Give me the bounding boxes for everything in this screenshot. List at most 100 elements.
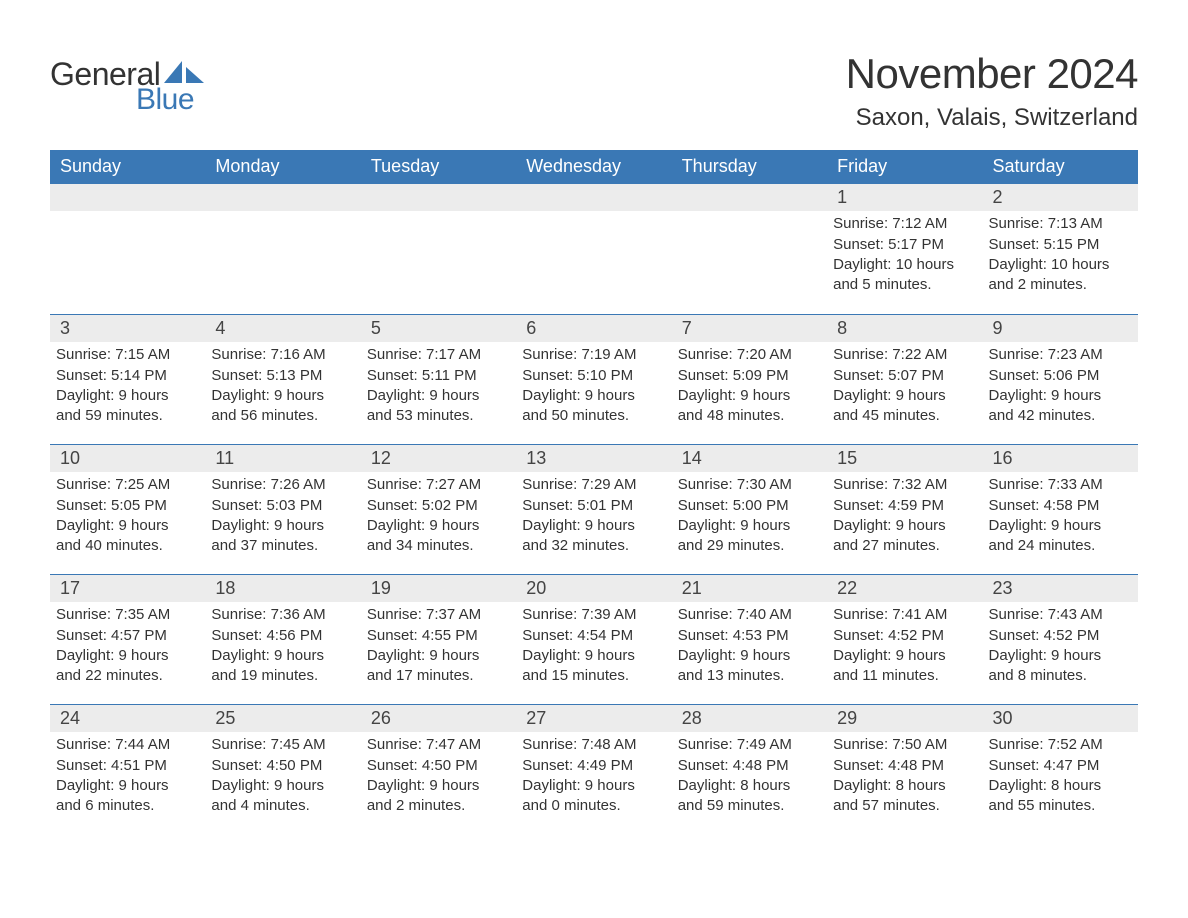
- day-dl2: and 6 minutes.: [56, 796, 199, 816]
- day-number: 23: [983, 575, 1138, 602]
- day-cell: 19Sunrise: 7:37 AMSunset: 4:55 PMDayligh…: [361, 575, 516, 704]
- day-cell: 15Sunrise: 7:32 AMSunset: 4:59 PMDayligh…: [827, 445, 982, 574]
- day-cell: 6Sunrise: 7:19 AMSunset: 5:10 PMDaylight…: [516, 315, 671, 444]
- day-cell: 27Sunrise: 7:48 AMSunset: 4:49 PMDayligh…: [516, 705, 671, 834]
- day-dl1: Daylight: 9 hours: [522, 386, 665, 406]
- day-dl1: Daylight: 9 hours: [833, 386, 976, 406]
- day-dl2: and 59 minutes.: [56, 406, 199, 426]
- header: General Blue November 2024 Saxon, Valais…: [50, 50, 1138, 132]
- day-number: [361, 184, 516, 211]
- day-cell: 10Sunrise: 7:25 AMSunset: 5:05 PMDayligh…: [50, 445, 205, 574]
- day-sunset: Sunset: 4:48 PM: [678, 756, 821, 776]
- day-dl1: Daylight: 9 hours: [56, 646, 199, 666]
- day-sunset: Sunset: 4:51 PM: [56, 756, 199, 776]
- week-row: 17Sunrise: 7:35 AMSunset: 4:57 PMDayligh…: [50, 574, 1138, 704]
- day-dl1: Daylight: 9 hours: [678, 516, 821, 536]
- logo-word-blue: Blue: [50, 83, 208, 117]
- day-dl1: Daylight: 9 hours: [522, 646, 665, 666]
- day-sunrise: Sunrise: 7:20 AM: [678, 345, 821, 365]
- day-number: 11: [205, 445, 360, 472]
- weekday-header: Tuesday: [361, 150, 516, 184]
- day-sunrise: Sunrise: 7:16 AM: [211, 345, 354, 365]
- day-sunset: Sunset: 4:54 PM: [522, 626, 665, 646]
- day-cell: 29Sunrise: 7:50 AMSunset: 4:48 PMDayligh…: [827, 705, 982, 834]
- day-sunset: Sunset: 4:58 PM: [989, 496, 1132, 516]
- day-dl2: and 56 minutes.: [211, 406, 354, 426]
- day-sunset: Sunset: 5:09 PM: [678, 366, 821, 386]
- day-dl2: and 11 minutes.: [833, 666, 976, 686]
- day-dl1: Daylight: 9 hours: [522, 776, 665, 796]
- day-number: 7: [672, 315, 827, 342]
- day-dl2: and 13 minutes.: [678, 666, 821, 686]
- day-sunrise: Sunrise: 7:32 AM: [833, 475, 976, 495]
- day-number: 10: [50, 445, 205, 472]
- day-cell: 7Sunrise: 7:20 AMSunset: 5:09 PMDaylight…: [672, 315, 827, 444]
- day-number: 1: [827, 184, 982, 211]
- day-sunset: Sunset: 4:56 PM: [211, 626, 354, 646]
- day-sunrise: Sunrise: 7:23 AM: [989, 345, 1132, 365]
- day-dl2: and 45 minutes.: [833, 406, 976, 426]
- day-dl1: Daylight: 9 hours: [56, 516, 199, 536]
- day-cell: 9Sunrise: 7:23 AMSunset: 5:06 PMDaylight…: [983, 315, 1138, 444]
- day-dl2: and 2 minutes.: [367, 796, 510, 816]
- calendar-page: General Blue November 2024 Saxon, Valais…: [0, 0, 1188, 874]
- day-dl1: Daylight: 8 hours: [678, 776, 821, 796]
- day-cell: 20Sunrise: 7:39 AMSunset: 4:54 PMDayligh…: [516, 575, 671, 704]
- day-sunset: Sunset: 4:55 PM: [367, 626, 510, 646]
- day-sunset: Sunset: 4:49 PM: [522, 756, 665, 776]
- day-sunrise: Sunrise: 7:13 AM: [989, 214, 1132, 234]
- day-number: 28: [672, 705, 827, 732]
- day-number: 27: [516, 705, 671, 732]
- day-cell: 25Sunrise: 7:45 AMSunset: 4:50 PMDayligh…: [205, 705, 360, 834]
- day-sunset: Sunset: 5:11 PM: [367, 366, 510, 386]
- day-dl1: Daylight: 9 hours: [367, 776, 510, 796]
- day-sunrise: Sunrise: 7:47 AM: [367, 735, 510, 755]
- day-sunset: Sunset: 5:02 PM: [367, 496, 510, 516]
- day-sunrise: Sunrise: 7:33 AM: [989, 475, 1132, 495]
- day-dl1: Daylight: 9 hours: [989, 646, 1132, 666]
- day-sunset: Sunset: 4:53 PM: [678, 626, 821, 646]
- day-sunrise: Sunrise: 7:17 AM: [367, 345, 510, 365]
- day-dl1: Daylight: 9 hours: [211, 386, 354, 406]
- day-number: 3: [50, 315, 205, 342]
- day-number: 21: [672, 575, 827, 602]
- day-dl2: and 2 minutes.: [989, 275, 1132, 295]
- day-number: 22: [827, 575, 982, 602]
- day-sunrise: Sunrise: 7:29 AM: [522, 475, 665, 495]
- day-sunset: Sunset: 4:50 PM: [211, 756, 354, 776]
- day-dl2: and 0 minutes.: [522, 796, 665, 816]
- day-cell: 11Sunrise: 7:26 AMSunset: 5:03 PMDayligh…: [205, 445, 360, 574]
- day-cell: 30Sunrise: 7:52 AMSunset: 4:47 PMDayligh…: [983, 705, 1138, 834]
- day-number: 13: [516, 445, 671, 472]
- day-dl2: and 42 minutes.: [989, 406, 1132, 426]
- week-row: 24Sunrise: 7:44 AMSunset: 4:51 PMDayligh…: [50, 704, 1138, 834]
- day-dl1: Daylight: 10 hours: [989, 255, 1132, 275]
- day-number: 6: [516, 315, 671, 342]
- day-sunrise: Sunrise: 7:30 AM: [678, 475, 821, 495]
- day-dl2: and 27 minutes.: [833, 536, 976, 556]
- day-number: 26: [361, 705, 516, 732]
- day-cell: 4Sunrise: 7:16 AMSunset: 5:13 PMDaylight…: [205, 315, 360, 444]
- location-label: Saxon, Valais, Switzerland: [846, 104, 1138, 132]
- title-block: November 2024 Saxon, Valais, Switzerland: [846, 50, 1138, 132]
- day-dl2: and 22 minutes.: [56, 666, 199, 686]
- day-cell: 8Sunrise: 7:22 AMSunset: 5:07 PMDaylight…: [827, 315, 982, 444]
- day-dl2: and 17 minutes.: [367, 666, 510, 686]
- day-number: 4: [205, 315, 360, 342]
- day-sunrise: Sunrise: 7:50 AM: [833, 735, 976, 755]
- day-dl1: Daylight: 9 hours: [833, 516, 976, 536]
- day-number: 24: [50, 705, 205, 732]
- day-sunrise: Sunrise: 7:26 AM: [211, 475, 354, 495]
- day-sunrise: Sunrise: 7:43 AM: [989, 605, 1132, 625]
- day-sunset: Sunset: 4:59 PM: [833, 496, 976, 516]
- day-cell: 14Sunrise: 7:30 AMSunset: 5:00 PMDayligh…: [672, 445, 827, 574]
- day-sunrise: Sunrise: 7:41 AM: [833, 605, 976, 625]
- day-number: 12: [361, 445, 516, 472]
- day-sunset: Sunset: 5:03 PM: [211, 496, 354, 516]
- day-sunrise: Sunrise: 7:39 AM: [522, 605, 665, 625]
- day-dl2: and 34 minutes.: [367, 536, 510, 556]
- day-number: 17: [50, 575, 205, 602]
- day-cell: 2Sunrise: 7:13 AMSunset: 5:15 PMDaylight…: [983, 184, 1138, 314]
- week-row: 10Sunrise: 7:25 AMSunset: 5:05 PMDayligh…: [50, 444, 1138, 574]
- day-dl1: Daylight: 9 hours: [989, 386, 1132, 406]
